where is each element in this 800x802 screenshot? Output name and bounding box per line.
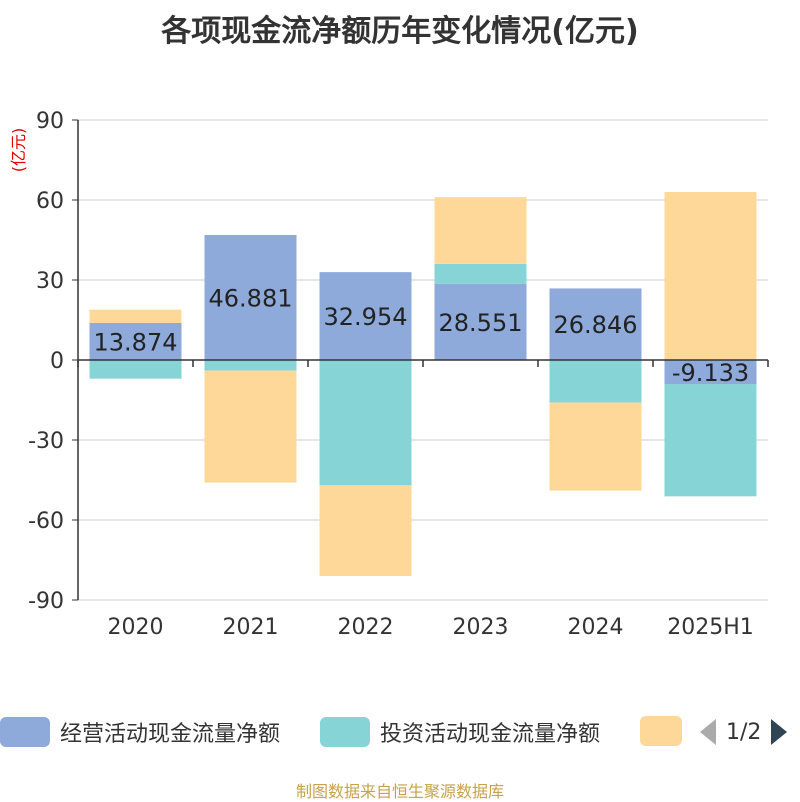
legend-item-investing[interactable]: 投资活动现金流量净额: [320, 716, 600, 748]
x-tick-label-2024: 2024: [568, 615, 624, 640]
y-tick-label: 30: [36, 269, 64, 294]
bar-series0-2025H1: [664, 360, 757, 385]
bar-series1-2023: [434, 263, 527, 284]
bar-series1-2022: [319, 360, 412, 486]
bar-series0-2020: [89, 323, 182, 360]
data-label-2024: 26.846: [554, 311, 638, 339]
legend-swatch-investing: [320, 717, 370, 747]
legend-next-page-icon[interactable]: [771, 719, 788, 745]
legend: 经营活动现金流量净额 投资活动现金流量净额 1/2: [0, 716, 800, 752]
y-tick-label: -30: [28, 429, 64, 454]
data-label-2021: 46.881: [209, 284, 293, 312]
x-tick-label-2021: 2021: [223, 615, 279, 640]
data-label-2025H1: -9.133: [672, 359, 749, 387]
legend-pager: 1/2: [700, 716, 788, 748]
bar-series0-2021: [204, 234, 297, 360]
bar-series2-2022: [319, 485, 412, 576]
x-tick-label-2025H1: 2025H1: [667, 615, 754, 640]
bar-series0-2022: [319, 272, 412, 360]
bar-series1-2020: [89, 360, 182, 379]
data-source-footer: 制图数据来自恒生聚源数据库: [295, 782, 504, 801]
bar-series2-2025H1: [664, 192, 757, 360]
legend-label-investing: 投资活动现金流量净额: [380, 722, 601, 747]
stacked-bar-chart: 90 60 30 0 -30 -60 -90 2020 2021 2022 2023 2024 2025…: [28, 109, 769, 640]
legend-page-indicator: 1/2: [726, 719, 762, 745]
y-tick-label: -90: [28, 589, 64, 614]
legend-item-financing[interactable]: [640, 716, 682, 746]
bar-series2-2023: [434, 197, 527, 264]
data-label-2022: 32.954: [324, 303, 408, 331]
data-label-2020: 13.874: [94, 329, 178, 357]
bar-series2-2020: [89, 309, 182, 324]
legend-label-operating: 经营活动现金流量净额: [60, 722, 281, 747]
y-tick-label: 60: [36, 189, 64, 214]
legend-swatch-operating: [0, 717, 50, 747]
bar-series1-2024: [549, 360, 642, 403]
x-tick-label-2020: 2020: [108, 615, 164, 640]
bar-series1-2021: [204, 360, 297, 371]
data-label-2023: 28.551: [439, 309, 523, 337]
bar-series0-2024: [549, 288, 642, 360]
bar-series2-2024: [549, 402, 642, 491]
legend-swatch-financing: [640, 716, 682, 746]
y-tick-label: 90: [36, 109, 64, 134]
y-tick-label: 0: [50, 349, 64, 374]
x-tick-label-2022: 2022: [338, 615, 394, 640]
x-tick-label-2023: 2023: [453, 615, 509, 640]
chart-title: 各项现金流净额历年变化情况(亿元): [161, 14, 639, 49]
bar-series1-2025H1: [664, 384, 757, 497]
y-tick-label: -60: [28, 509, 64, 534]
bar-series0-2023: [434, 283, 527, 360]
legend-item-operating[interactable]: 经营活动现金流量净额: [0, 716, 280, 748]
bar-series2-2021: [204, 370, 297, 483]
legend-prev-page-icon[interactable]: [700, 719, 716, 745]
